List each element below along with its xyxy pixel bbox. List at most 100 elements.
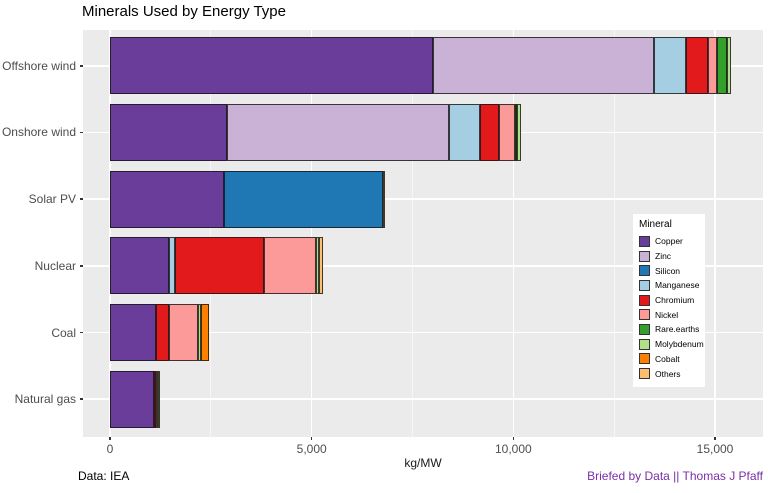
attribution-caption: Briefed by Data || Thomas J Pfaff bbox=[587, 469, 763, 483]
gridline-major bbox=[310, 30, 313, 437]
legend-swatch bbox=[639, 309, 650, 321]
segment-others bbox=[383, 170, 386, 228]
y-axis-label: Onshore wind bbox=[1, 125, 76, 140]
gridline-minor bbox=[412, 30, 413, 437]
segment-molybdenum bbox=[517, 103, 522, 161]
segment-nickel bbox=[168, 304, 198, 362]
x-axis-label: 10,000 bbox=[494, 442, 532, 456]
legend-item-label: Others bbox=[655, 368, 681, 379]
segment-molybdenum bbox=[316, 237, 319, 295]
segment-copper bbox=[110, 103, 227, 161]
x-axis-label: 5,000 bbox=[296, 442, 327, 456]
segment-copper bbox=[110, 37, 433, 95]
segment-manganese bbox=[169, 237, 176, 295]
legend-item-molybdenum: Molybdenum bbox=[639, 337, 705, 352]
y-axis-label: Coal bbox=[51, 325, 76, 340]
segment-copper bbox=[110, 304, 157, 362]
segment-nickel bbox=[499, 103, 516, 161]
legend-swatch bbox=[639, 323, 650, 335]
legend-swatch bbox=[639, 279, 650, 291]
segment-copper bbox=[110, 170, 224, 228]
legend-title: Mineral bbox=[639, 219, 672, 230]
bar-offshore-wind bbox=[110, 37, 732, 95]
gridline-horizontal bbox=[83, 398, 763, 400]
y-axis-tick bbox=[80, 398, 83, 400]
legend-swatch bbox=[639, 338, 650, 350]
gridline-horizontal bbox=[83, 198, 763, 200]
gridline-major bbox=[714, 30, 716, 437]
legend-swatch bbox=[639, 294, 650, 306]
gridline-horizontal bbox=[83, 331, 763, 334]
segment-manganese bbox=[654, 37, 687, 95]
gridline-minor bbox=[210, 30, 212, 437]
legend-item-rare.earths: Rare.earths bbox=[639, 322, 705, 337]
y-axis-label: Nuclear bbox=[34, 258, 76, 273]
data-source-caption: Data: IEA bbox=[78, 469, 130, 483]
x-axis-tick bbox=[109, 437, 111, 440]
legend-swatch bbox=[639, 353, 650, 365]
legend-item-label: Nickel bbox=[655, 309, 679, 320]
segment-manganese bbox=[448, 103, 481, 161]
gridline-minor bbox=[613, 30, 615, 437]
segment-rare.earths bbox=[717, 37, 727, 95]
segment-others bbox=[318, 237, 323, 295]
segment-chromium bbox=[175, 237, 264, 295]
y-axis-tick bbox=[80, 198, 83, 200]
legend-item-zinc: Zinc bbox=[639, 249, 705, 264]
legend-swatch bbox=[639, 235, 650, 247]
segment-molybdenum bbox=[726, 37, 732, 95]
legend-swatch bbox=[639, 265, 650, 277]
segment-chromium bbox=[156, 304, 169, 362]
x-axis-label: 0 bbox=[106, 442, 114, 456]
x-axis-tick bbox=[310, 437, 313, 440]
legend-item-label: Cobalt bbox=[655, 353, 680, 364]
y-axis-tick bbox=[80, 331, 83, 334]
y-axis-label: Natural gas bbox=[14, 392, 76, 407]
legend-item-label: Rare.earths bbox=[655, 324, 700, 335]
segment-chromium bbox=[154, 370, 157, 428]
bar-coal bbox=[110, 304, 209, 362]
y-axis-tick bbox=[80, 265, 83, 267]
x-axis-label: 15,000 bbox=[696, 442, 734, 456]
legend-item-copper: Copper bbox=[639, 234, 705, 249]
segment-copper bbox=[110, 370, 155, 428]
y-axis-tick bbox=[80, 65, 83, 67]
segment-nickel bbox=[156, 370, 159, 428]
segment-zinc bbox=[226, 103, 449, 161]
segment-molybdenum bbox=[197, 304, 201, 362]
x-axis-title: kg/MW bbox=[404, 456, 442, 470]
segment-cobalt bbox=[200, 304, 209, 362]
legend-swatch bbox=[639, 368, 650, 380]
legend-item-label: Manganese bbox=[655, 280, 700, 291]
segment-nickel bbox=[263, 237, 316, 295]
legend-item-label: Chromium bbox=[655, 295, 695, 306]
segment-nickel bbox=[707, 37, 718, 95]
bar-solar-pv bbox=[110, 170, 386, 228]
legend-item-silicon: Silicon bbox=[639, 263, 705, 278]
bar-natural-gas bbox=[110, 370, 161, 428]
legend-item-label: Copper bbox=[655, 236, 683, 247]
legend-item-others: Others bbox=[639, 366, 705, 381]
chart-title: Minerals Used by Energy Type bbox=[82, 3, 286, 20]
gridline-major bbox=[109, 30, 111, 437]
segment-rare.earths bbox=[515, 103, 518, 161]
bar-onshore-wind bbox=[110, 103, 522, 161]
x-axis-tick bbox=[512, 437, 515, 440]
legend-item-nickel: Nickel bbox=[639, 307, 705, 322]
segment-molybdenum bbox=[158, 370, 161, 428]
y-axis-label: Offshore wind bbox=[2, 58, 76, 73]
y-axis-tick bbox=[80, 131, 83, 134]
legend-item-label: Molybdenum bbox=[655, 339, 704, 350]
y-axis-label: Solar PV bbox=[28, 192, 76, 207]
gridline-major bbox=[512, 30, 515, 437]
bar-nuclear bbox=[110, 237, 323, 295]
gridline-horizontal bbox=[83, 265, 763, 267]
segment-chromium bbox=[686, 37, 708, 95]
segment-chromium bbox=[480, 103, 500, 161]
x-axis-tick bbox=[714, 437, 716, 440]
segment-silicon bbox=[223, 170, 384, 228]
legend-swatch bbox=[639, 250, 650, 262]
legend-item-label: Zinc bbox=[655, 251, 672, 262]
segment-zinc bbox=[432, 37, 655, 95]
legend-item-label: Silicon bbox=[655, 265, 681, 276]
